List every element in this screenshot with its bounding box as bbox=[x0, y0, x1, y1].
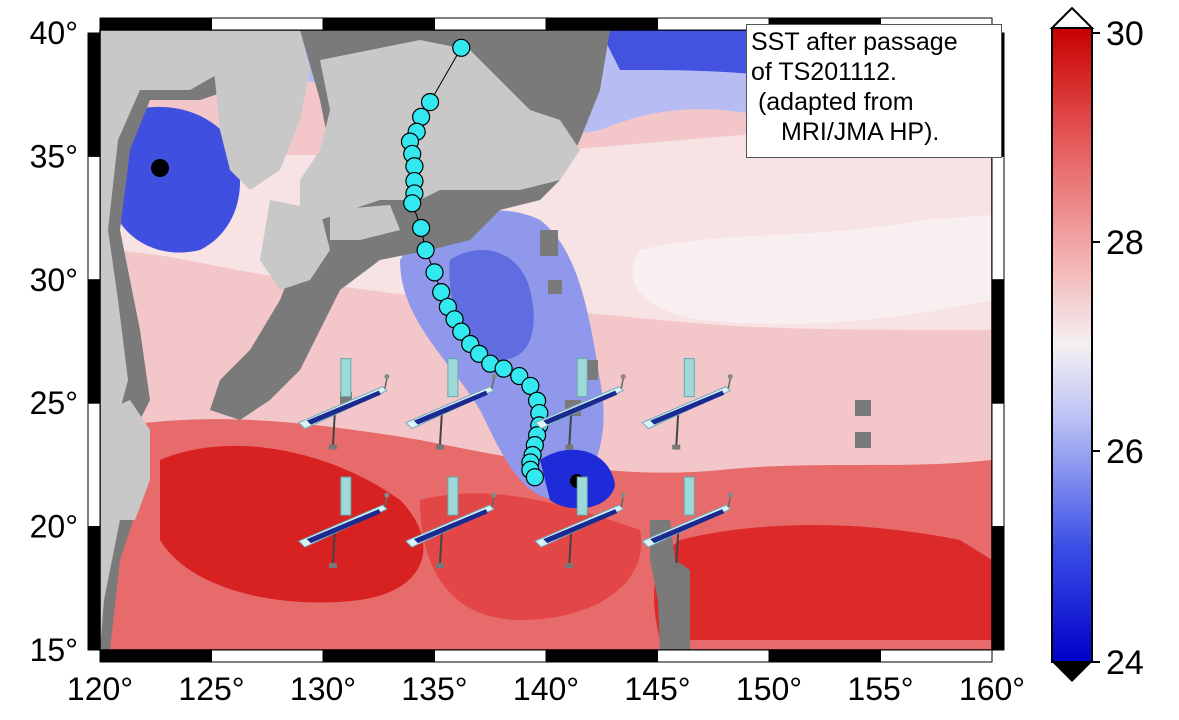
lon-bar-bottom bbox=[322, 649, 435, 663]
no-data-marianas bbox=[650, 520, 690, 650]
lat-bar-right bbox=[991, 402, 1005, 528]
track-point bbox=[420, 93, 440, 112]
lon-tick-label: 130° bbox=[290, 671, 356, 707]
lon-tick-label: 160° bbox=[959, 671, 1025, 707]
land-china-inner bbox=[100, 30, 240, 650]
lon-tick-label: 135° bbox=[401, 671, 467, 707]
lat-tick-label: 35° bbox=[30, 138, 78, 174]
lat-bar-right bbox=[991, 279, 1005, 404]
vehicle-layer bbox=[297, 358, 733, 569]
land-layer bbox=[100, 30, 871, 650]
land-taiwan bbox=[105, 400, 150, 520]
track-point bbox=[525, 468, 544, 487]
map-caption: SST after passage of TS201112. (adapted … bbox=[746, 24, 1002, 158]
colorbar: 30 28 26 24 bbox=[1049, 6, 1144, 682]
wave-glider-icon bbox=[405, 358, 497, 450]
track-point bbox=[403, 194, 422, 213]
wave-glider-icon bbox=[534, 476, 626, 569]
typhoon-track bbox=[400, 38, 549, 487]
lon-bar-top bbox=[322, 17, 435, 31]
caption-line-3: (adapted from bbox=[751, 88, 914, 116]
wave-glider-icon bbox=[405, 476, 497, 569]
lon-tick-label: 125° bbox=[178, 671, 244, 707]
no-data-east-2 bbox=[855, 432, 871, 448]
lon-bar-bottom bbox=[768, 649, 881, 663]
wave-glider-icon bbox=[641, 358, 733, 450]
sst-cool-wake-core bbox=[449, 250, 534, 360]
caption-line-2: of TS201112. bbox=[751, 58, 897, 86]
sst-white-patch bbox=[632, 215, 992, 324]
wave-glider-icon bbox=[297, 476, 390, 569]
longitude-labels: 120° 125° 130° 135° 140° 145° 150° 155° 160° bbox=[67, 671, 1025, 707]
lat-bar-left bbox=[87, 402, 101, 528]
lat-tick-label: 40° bbox=[30, 15, 78, 51]
lon-tick-label: 120° bbox=[67, 671, 133, 707]
caption-line-1: SST after passage bbox=[751, 28, 958, 56]
no-data-izu-2 bbox=[548, 280, 562, 294]
track-point bbox=[452, 38, 471, 57]
lat-tick-label: 30° bbox=[30, 262, 78, 298]
colorbar-max-arrow bbox=[1049, 6, 1095, 29]
colorbar-min-arrow bbox=[1052, 662, 1092, 682]
track-point bbox=[452, 322, 471, 341]
lat-bar-right bbox=[991, 526, 1005, 651]
wave-glider-icon bbox=[297, 358, 390, 450]
lon-bar-top bbox=[434, 17, 547, 31]
no-data-izu bbox=[540, 230, 558, 256]
lat-bar-left bbox=[87, 279, 101, 404]
colorbar-ramp bbox=[1051, 27, 1093, 663]
land-shikoku bbox=[330, 205, 400, 240]
track-point bbox=[416, 241, 435, 260]
lon-bar-top bbox=[211, 17, 324, 31]
lon-bar-bottom bbox=[434, 649, 547, 663]
caption-line-4: MRI/JMA HP). bbox=[781, 118, 940, 146]
colorbar-label-26: 26 bbox=[1106, 433, 1144, 471]
colorbar-label-30: 30 bbox=[1106, 15, 1144, 53]
lat-bar-right bbox=[991, 155, 1005, 281]
no-data-east-1 bbox=[855, 400, 871, 416]
wave-glider-icon bbox=[641, 476, 733, 569]
track-point bbox=[494, 359, 513, 378]
lon-bar-top bbox=[545, 17, 658, 31]
lon-bar-bottom bbox=[99, 649, 212, 663]
track-point bbox=[425, 263, 444, 282]
lon-tick-label: 145° bbox=[624, 671, 690, 707]
lat-tick-label: 25° bbox=[30, 385, 78, 421]
lon-bar-bottom bbox=[657, 649, 770, 663]
lat-tick-label: 20° bbox=[30, 509, 78, 545]
sst-warm-core-west bbox=[160, 445, 424, 603]
lat-bar-left bbox=[87, 526, 101, 651]
colorbar-label-28: 28 bbox=[1106, 224, 1144, 262]
lon-bar-bottom bbox=[545, 649, 658, 663]
lat-tick-label: 15° bbox=[30, 632, 78, 668]
lon-tick-label: 140° bbox=[513, 671, 579, 707]
land-honshu bbox=[300, 40, 580, 220]
lon-tick-label: 155° bbox=[847, 671, 913, 707]
latitude-labels: 40° 35° 30° 25° 20° 15° bbox=[30, 15, 78, 668]
sst-cold-yellow-sea bbox=[110, 106, 240, 253]
track-point bbox=[432, 283, 451, 302]
sst-warm-core-east bbox=[654, 525, 992, 640]
colorbar-label-24: 24 bbox=[1106, 644, 1144, 682]
lon-tick-label: 150° bbox=[736, 671, 802, 707]
lat-bar-left bbox=[87, 155, 101, 281]
lon-bar-top bbox=[99, 17, 212, 31]
track-point bbox=[521, 376, 540, 396]
wave-glider-icon bbox=[534, 358, 626, 450]
lon-bar-bottom bbox=[880, 649, 993, 663]
lon-bar-bottom bbox=[211, 649, 324, 663]
land-korea bbox=[210, 30, 310, 190]
sst-cold-yellow-sea-core bbox=[151, 159, 169, 177]
lat-bar-left bbox=[87, 32, 101, 157]
land-kyushu bbox=[260, 200, 330, 290]
latitude-scale-bars bbox=[87, 32, 1005, 651]
track-point bbox=[412, 218, 431, 238]
